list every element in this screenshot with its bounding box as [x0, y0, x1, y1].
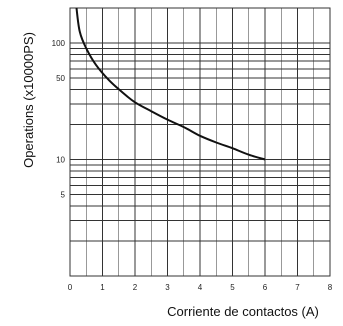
x-tick-label: 6 [263, 283, 268, 292]
y-tick-label: 50 [56, 74, 65, 83]
plot-frame [69, 7, 331, 277]
x-axis-title: Corriente de contactos (A) [167, 304, 319, 319]
x-tick-label: 2 [133, 283, 138, 292]
x-tick-label: 8 [328, 283, 333, 292]
y-tick-labels: 100 50 10 5 [52, 39, 66, 200]
x-tick-label: 1 [100, 283, 105, 292]
y-tick-label: 5 [61, 191, 66, 200]
x-tick-label: 4 [198, 283, 203, 292]
grid [69, 7, 331, 277]
curve-layer [75, 7, 266, 161]
x-tick-label: 7 [295, 283, 300, 292]
series-line [75, 7, 266, 161]
x-tick-label: 5 [230, 283, 235, 292]
x-tick-labels: 0 1 2 3 4 5 6 7 8 [68, 283, 333, 292]
y-axis-title: Operations (x10000PS) [21, 32, 36, 168]
y-tick-label: 10 [56, 156, 65, 165]
x-tick-label: 3 [165, 283, 170, 292]
y-tick-label: 100 [52, 39, 66, 48]
x-tick-label: 0 [68, 283, 73, 292]
